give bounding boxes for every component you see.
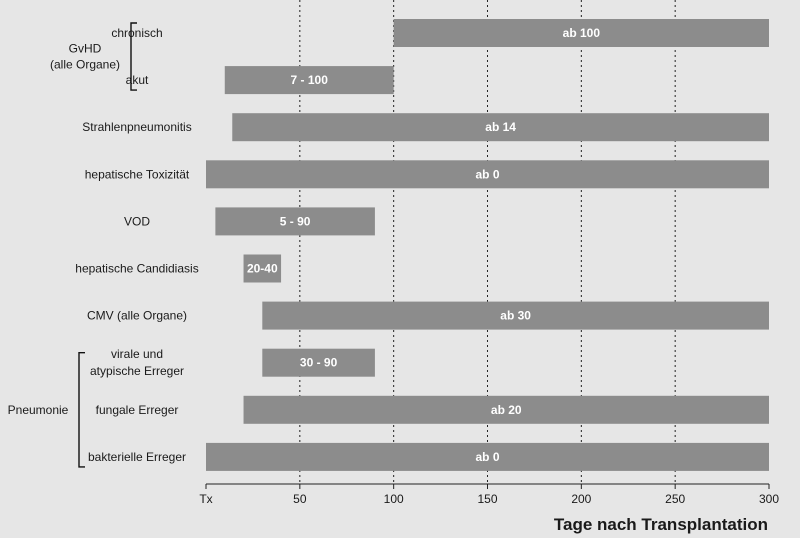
bar-0: [393, 19, 769, 47]
x-axis-title: Tage nach Transplantation: [554, 515, 768, 534]
bar-1: [224, 66, 394, 95]
bar-label-0: ab 100: [563, 26, 601, 40]
bar-label-9: ab 0: [475, 450, 499, 464]
bar-2: [232, 113, 770, 142]
category-label-8: fungale Erreger: [96, 403, 179, 417]
group-label-0: GvHD (alle Organe): [50, 42, 120, 72]
x-tick-label-250: 250: [665, 492, 685, 506]
bar-label-3: ab 0: [475, 167, 499, 181]
category-label-9: bakterielle Erreger: [88, 450, 186, 464]
category-label-7: virale und atypische Erreger: [90, 347, 184, 378]
group-label-1: Pneumonie: [8, 403, 69, 417]
bar-3: [206, 160, 769, 189]
bar-label-8: ab 20: [491, 403, 522, 417]
x-axis: Tx 50 100 150 200 250 300: [199, 483, 779, 506]
category-label-3: hepatische Toxizität: [85, 167, 190, 181]
bar-6: [262, 301, 769, 330]
group-brackets: GvHD (alle Organe) Pneumonie: [8, 22, 137, 468]
x-tick-label-0: Tx: [199, 492, 212, 506]
bar-7: [262, 348, 375, 377]
x-tick-label-50: 50: [293, 492, 307, 506]
category-label-5: hepatische Candidiasis: [75, 262, 198, 276]
bar-label-2: ab 14: [485, 120, 516, 134]
category-label-2: Strahlenpneumonitis: [82, 120, 191, 134]
bar-label-4: 5 - 90: [280, 214, 311, 228]
x-tick-label-100: 100: [384, 492, 404, 506]
bar-label-7: 30 - 90: [300, 356, 338, 370]
x-tick-label-150: 150: [477, 492, 497, 506]
bars: ab 100 7 - 100 ab 14 ab 0 5 - 90 20-40 ab 30 30…: [206, 19, 770, 471]
category-label-0: chronisch: [111, 26, 162, 40]
group-bracket-1: [78, 352, 85, 468]
category-label-1: akut: [126, 73, 149, 87]
category-label-6: CMV (alle Organe): [87, 309, 187, 323]
x-tick-label-200: 200: [571, 492, 591, 506]
group-bracket-0: [130, 22, 137, 91]
x-tick-label-300: 300: [759, 492, 779, 506]
bar-4: [215, 207, 375, 236]
bar-8: [243, 395, 770, 424]
category-label-4: VOD: [124, 214, 150, 228]
bar-label-1: 7 - 100: [291, 73, 329, 87]
bar-label-6: ab 30: [500, 309, 531, 323]
bar-9: [206, 442, 769, 471]
bar-label-5: 20-40: [247, 262, 278, 276]
category-labels: chronisch akut Strahlenpneumonitis hepatisc…: [75, 26, 198, 464]
bar-5: [243, 254, 282, 283]
